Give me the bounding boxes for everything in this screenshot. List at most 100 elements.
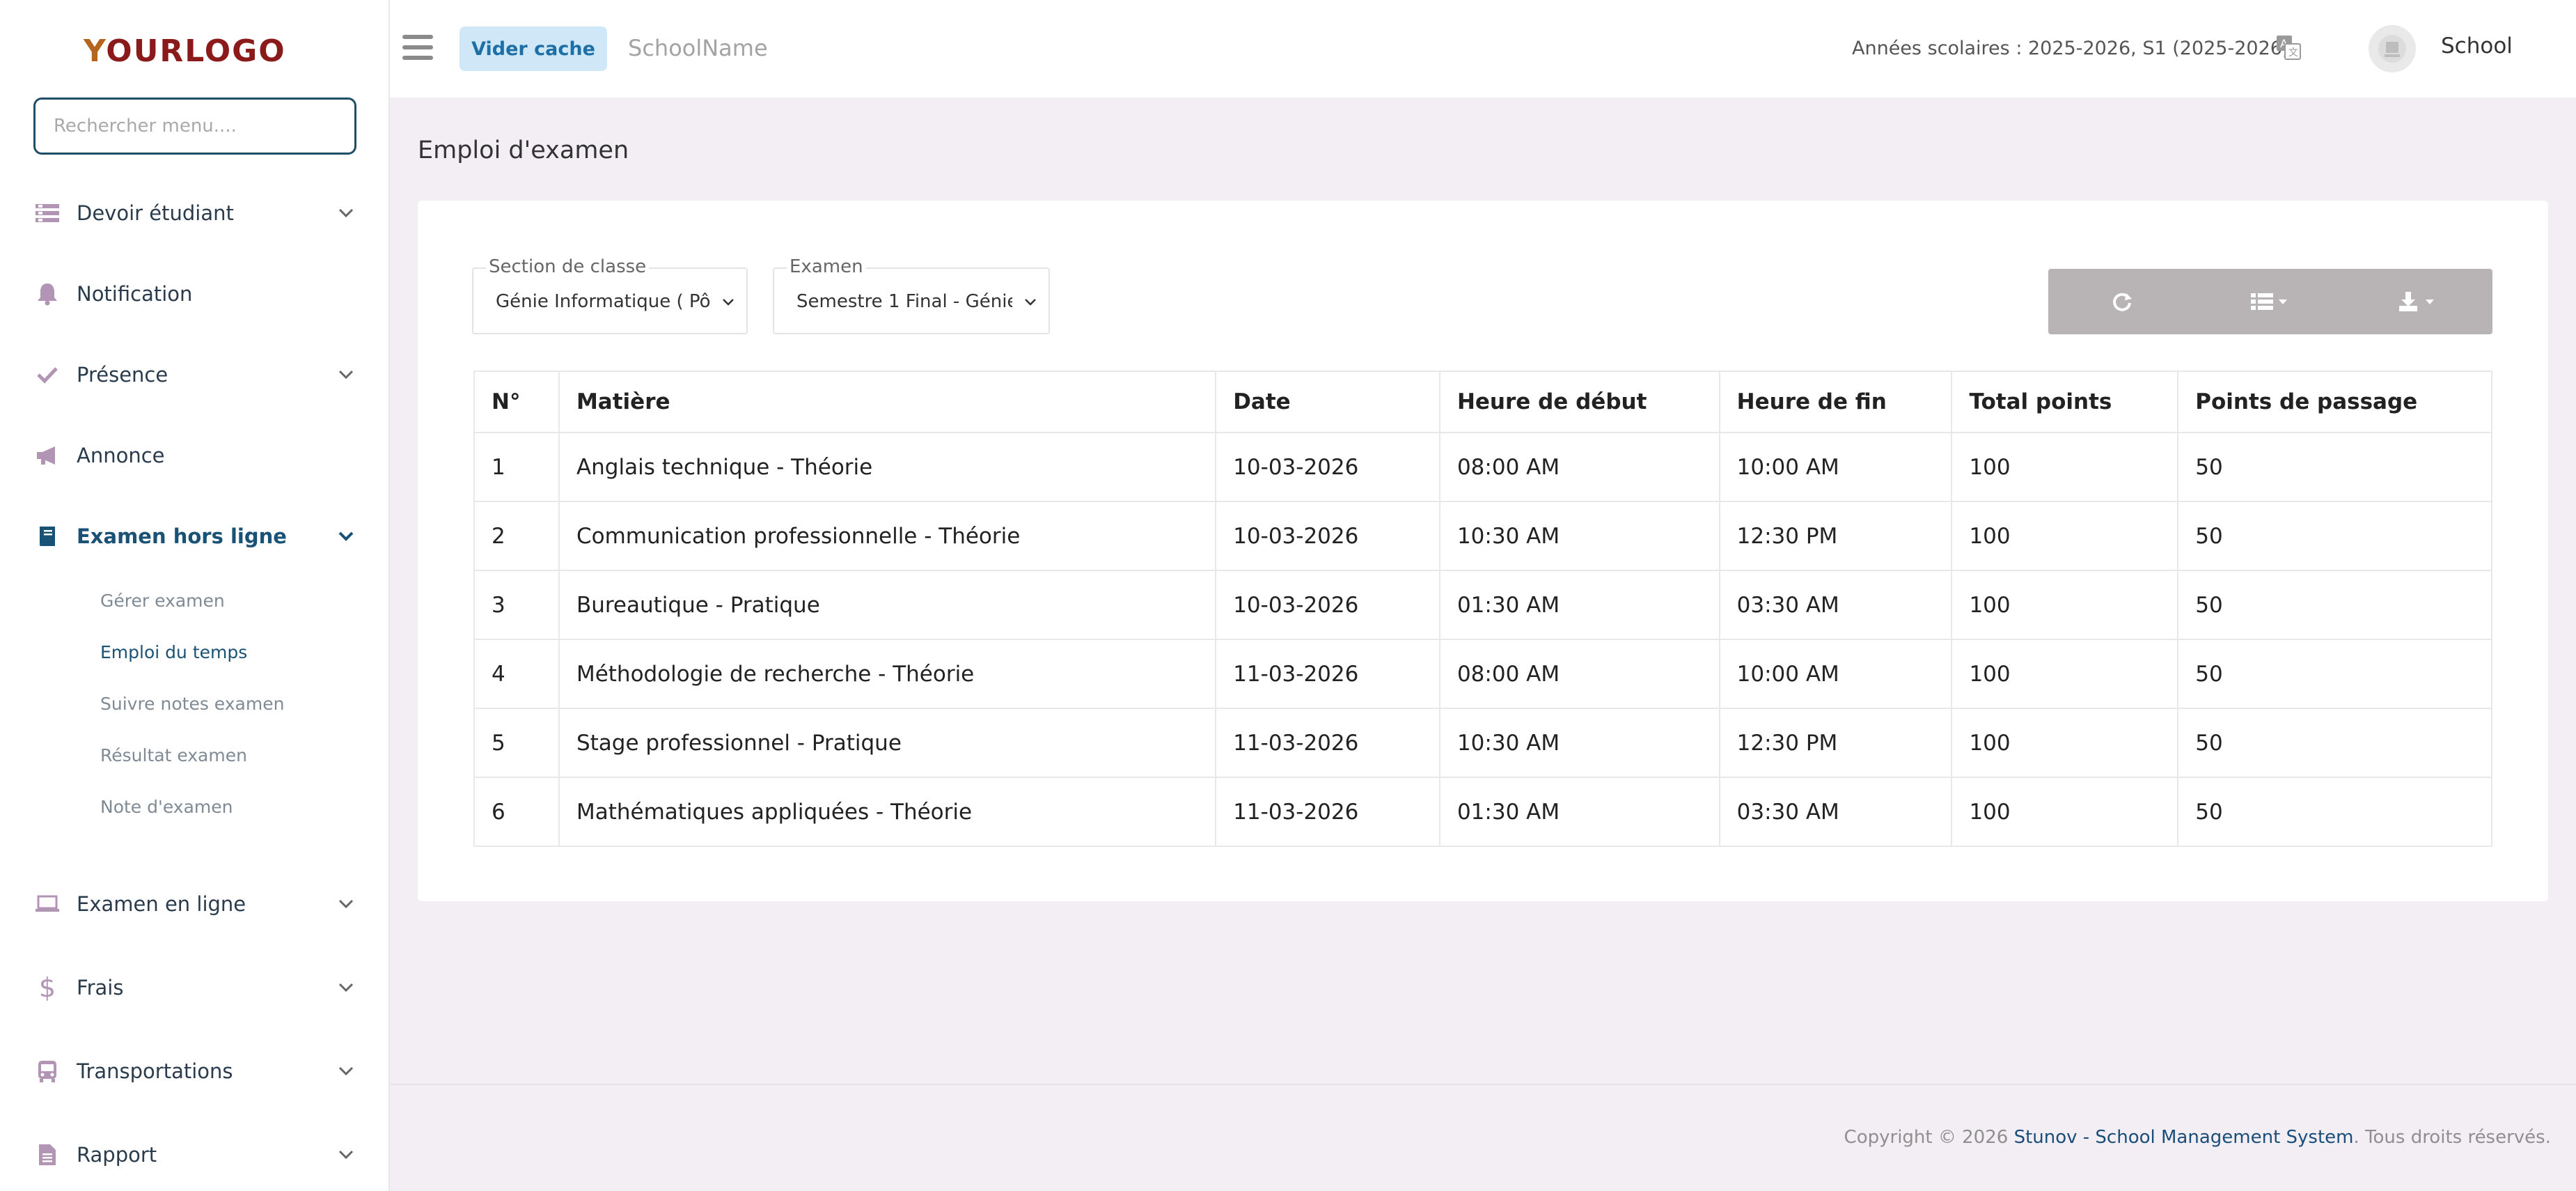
table-cell: 11-03-2026 <box>1215 639 1440 709</box>
table-cell: 50 <box>2177 639 2492 709</box>
table-row: 3 Bureautique - Pratique 10-03-2026 01:3… <box>473 570 2492 640</box>
table-cell: Communication professionnelle - Théorie <box>558 501 1217 571</box>
chevron-down-icon <box>336 1061 356 1082</box>
table-row: 6 Mathématiques appliquées - Théorie 11-… <box>473 777 2492 847</box>
chevron-down-icon <box>336 203 356 224</box>
table-row: 4 Méthodologie de recherche - Théorie 11… <box>473 639 2492 709</box>
refresh-icon <box>2113 293 2133 311</box>
clear-cache-button[interactable]: Vider cache <box>460 26 607 71</box>
exam-label: Examen <box>787 256 866 277</box>
table-cell: Méthodologie de recherche - Théorie <box>558 639 1217 709</box>
submenu-suivre-notes-examen[interactable]: Suivre notes examen <box>100 694 285 714</box>
sidebar-item-label: Frais <box>77 976 124 999</box>
sidebar-item-examen-en-ligne[interactable]: Examen en ligne <box>33 883 356 925</box>
table-cell: 10:00 AM <box>1718 639 1953 709</box>
table-cell: 100 <box>1951 708 2179 778</box>
table-cell: 12:30 PM <box>1718 501 1953 571</box>
submenu-resultat-examen[interactable]: Résultat examen <box>100 745 247 765</box>
sidebar-item-transportations[interactable]: Transportations <box>33 1050 356 1092</box>
page-title: Emploi d'examen <box>418 137 629 164</box>
table-cell: 100 <box>1951 777 2179 847</box>
chevron-down-icon <box>336 1144 356 1165</box>
table-cell: 03:30 AM <box>1718 777 1953 847</box>
exam-schedule-card: Section de classe Génie Informatique ( P… <box>418 201 2548 901</box>
table-cell: 5 <box>473 708 560 778</box>
table-cell: 10:30 AM <box>1438 501 1720 571</box>
table-row: 5 Stage professionnel - Pratique 11-03-2… <box>473 708 2492 778</box>
table-cell: 01:30 AM <box>1438 570 1720 640</box>
list-view-icon <box>2251 293 2287 310</box>
book-icon <box>33 522 61 550</box>
submenu-note-examen[interactable]: Note d'examen <box>100 797 233 817</box>
check-icon <box>33 361 61 389</box>
table-cell: 10-03-2026 <box>1215 570 1440 640</box>
chevron-down-icon <box>336 977 356 998</box>
user-name[interactable]: School <box>2441 33 2513 59</box>
sidebar-item-devoir-etudiant[interactable]: Devoir étudiant <box>33 192 356 234</box>
table-row: 2 Communication professionnelle - Théori… <box>473 501 2492 571</box>
export-button[interactable] <box>2344 269 2492 334</box>
table-cell: Mathématiques appliquées - Théorie <box>558 777 1217 847</box>
table-cell: 100 <box>1951 570 2179 640</box>
list-icon <box>33 199 61 227</box>
sidebar: YOURLOGO Devoir étudiant Notification Pr… <box>0 0 390 1191</box>
column-header[interactable]: Points de passage <box>2177 371 2492 433</box>
svg-text:文: 文 <box>2288 47 2298 59</box>
table-cell: 10:00 AM <box>1718 432 1953 502</box>
chevron-down-icon <box>336 894 356 914</box>
table-cell: 2 <box>473 501 560 571</box>
sidebar-item-annonce[interactable]: Annonce <box>33 435 356 476</box>
sidebar-item-frais[interactable]: $ Frais <box>33 967 356 1009</box>
table-header-row: N° Matière Date Heure de début Heure de … <box>473 371 2492 433</box>
table-cell: 03:30 AM <box>1718 570 1953 640</box>
exam-select[interactable]: Examen Semestre 1 Final - Génie Ir <box>773 256 1050 334</box>
column-header[interactable]: Date <box>1215 371 1440 433</box>
submenu-emploi-du-temps[interactable]: Emploi du temps <box>100 642 248 662</box>
logo[interactable]: YOURLOGO <box>84 33 286 69</box>
table-cell: 10-03-2026 <box>1215 501 1440 571</box>
chevron-down-icon <box>1022 294 1039 311</box>
table-cell: 12:30 PM <box>1718 708 1953 778</box>
class-section-select[interactable]: Section de classe Génie Informatique ( P… <box>472 256 748 334</box>
laptop-icon <box>33 890 61 918</box>
refresh-button[interactable] <box>2048 269 2197 334</box>
report-icon <box>33 1141 61 1169</box>
chevron-down-icon <box>720 294 737 311</box>
avatar[interactable] <box>2369 25 2416 72</box>
class-section-label: Section de classe <box>486 256 650 277</box>
submenu-gerer-examen[interactable]: Gérer examen <box>100 591 225 611</box>
footer: Copyright © 2026 Stunov - School Managem… <box>390 1084 2576 1191</box>
table-cell: 1 <box>473 432 560 502</box>
sidebar-item-rapport[interactable]: Rapport <box>33 1134 356 1176</box>
sidebar-item-examen-hors-ligne[interactable]: Examen hors ligne <box>33 515 356 557</box>
school-name: SchoolName <box>628 35 768 61</box>
table-cell: 01:30 AM <box>1438 777 1720 847</box>
exam-schedule-table: N° Matière Date Heure de début Heure de … <box>473 371 2492 847</box>
sidebar-item-presence[interactable]: Présence <box>33 354 356 396</box>
table-cell: 50 <box>2177 777 2492 847</box>
footer-link[interactable]: Stunov - School Management System <box>2013 1127 2354 1148</box>
columns-toggle-button[interactable] <box>2197 269 2345 334</box>
menu-search-input[interactable] <box>33 98 356 155</box>
top-header: Vider cache SchoolName Années scolaires … <box>390 0 2576 98</box>
column-header[interactable]: Total points <box>1951 371 2179 433</box>
sidebar-item-notification[interactable]: Notification <box>33 273 356 315</box>
table-cell: 100 <box>1951 501 2179 571</box>
table-cell: 08:00 AM <box>1438 432 1720 502</box>
table-toolbar <box>2048 269 2492 334</box>
sidebar-item-label: Examen hors ligne <box>77 524 287 548</box>
hamburger-menu-icon[interactable] <box>402 35 433 60</box>
dollar-icon: $ <box>38 972 56 1003</box>
column-header[interactable]: Matière <box>558 371 1217 433</box>
bell-icon <box>33 280 61 308</box>
column-header[interactable]: N° <box>473 371 560 433</box>
school-years: Années scolaires : 2025-2026, S1 (2025-2… <box>1852 38 2290 59</box>
table-cell: 11-03-2026 <box>1215 708 1440 778</box>
table-cell: 50 <box>2177 432 2492 502</box>
table-cell: 10-03-2026 <box>1215 432 1440 502</box>
table-cell: 6 <box>473 777 560 847</box>
column-header[interactable]: Heure de fin <box>1718 371 1953 433</box>
table-cell: Bureautique - Pratique <box>558 570 1217 640</box>
column-header[interactable]: Heure de début <box>1438 371 1720 433</box>
